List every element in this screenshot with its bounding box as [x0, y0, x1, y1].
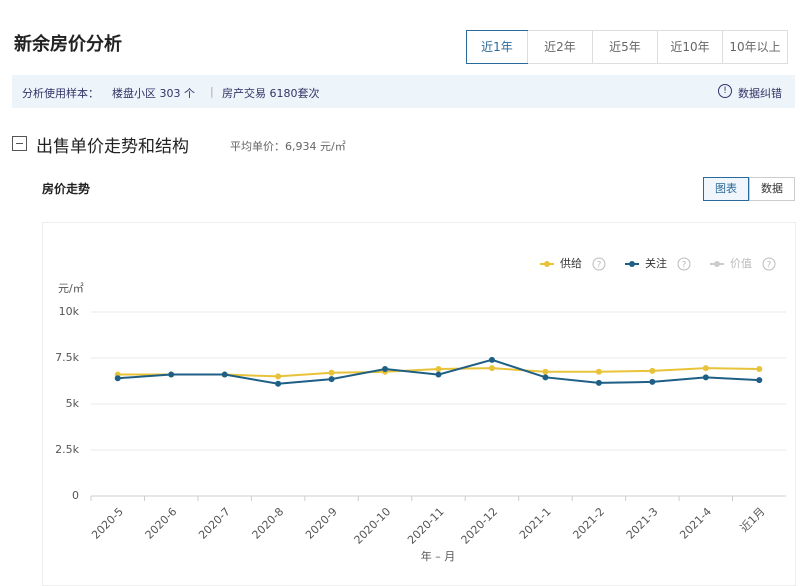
point [328, 369, 335, 376]
x-tick-label: 2020-5 [89, 505, 126, 542]
info-label: 分析使用样本： [22, 87, 99, 100]
average-price: 平均单价：6,934 元/㎡ [230, 140, 346, 153]
info-communities: 楼盘小区 303 个 [112, 87, 195, 100]
tab[interactable]: 近2年 [527, 31, 592, 63]
chart: 元/㎡ 年 – 月 0 2.5k 5k 7.5k 10k 2020-5 2020-6 2020… [42, 222, 796, 586]
legend-label: 供给 [560, 256, 582, 270]
help-icon [592, 257, 606, 271]
collapse-icon[interactable] [12, 136, 27, 151]
point [649, 378, 656, 385]
chart-subtitle: 房价走势 [42, 182, 91, 196]
legend-dot [544, 261, 550, 267]
point [221, 371, 228, 378]
point [595, 379, 602, 386]
legend-dot [714, 261, 720, 267]
x-axis-label: 年 – 月 [421, 549, 456, 563]
x-tick-label: 2020-8 [250, 505, 287, 542]
help-icon [677, 257, 691, 271]
x-tick-label: 2020-6 [143, 505, 180, 542]
x-tick-label: 2020-11 [405, 505, 447, 547]
legend-item[interactable]: 供给? [540, 256, 606, 271]
x-tick-label: 2020-10 [352, 505, 394, 547]
point [756, 366, 763, 373]
point [756, 377, 763, 384]
y-axis-label: 元/㎡ [58, 282, 84, 295]
legend-dot [629, 261, 635, 267]
point [702, 365, 709, 372]
view-button[interactable]: 数据 [749, 177, 795, 201]
tab[interactable]: 近5年 [592, 31, 657, 63]
y-tick-label: 0 [72, 489, 79, 502]
info-transactions: 房产交易 6180套次 [222, 87, 320, 100]
separator: | [210, 85, 214, 98]
legend-item[interactable]: 价值? [710, 257, 776, 271]
help-mark: ? [597, 261, 602, 271]
help-mark: ? [767, 261, 772, 271]
point [328, 376, 335, 383]
page-title: 新余房价分析 [14, 34, 122, 55]
view-buttons: 图表 数据 [703, 177, 795, 201]
legend-label: 关注 [645, 256, 667, 270]
point [702, 374, 709, 381]
y-tick-label: 10k [59, 305, 80, 318]
info-bar: 分析使用样本： 楼盘小区 303 个 | 房产交易 6180套次 ! 数据纠错 [12, 75, 795, 108]
tab[interactable]: 近10年 [657, 31, 722, 63]
y-tick-label: 5k [66, 397, 80, 410]
point [488, 356, 495, 363]
legend-item[interactable]: 关注? [625, 256, 691, 271]
point [435, 366, 442, 373]
point [542, 374, 549, 381]
x-tick-label: 2020-7 [196, 505, 233, 542]
point [595, 368, 602, 375]
point [542, 368, 549, 375]
x-tick-label: 2020-9 [303, 505, 340, 542]
point [382, 366, 389, 373]
view-button[interactable]: 图表 [703, 177, 749, 201]
point [435, 371, 442, 378]
range-tabs: 近1年 近2年 近5年 近10年 10年以上 [466, 30, 788, 64]
help-mark: ? [682, 261, 687, 271]
y-tick-label: 7.5k [55, 351, 79, 364]
correction-link[interactable]: 数据纠错 [738, 87, 782, 100]
x-tick-label: 近1月 [738, 505, 768, 535]
section-title: 出售单价走势和结构 [36, 137, 189, 157]
x-tick-label: 2021-2 [570, 505, 607, 542]
point [275, 380, 282, 387]
point [114, 375, 121, 382]
point [168, 371, 175, 378]
legend-label: 价值 [730, 257, 752, 270]
x-tick-label: 2020-12 [459, 505, 501, 547]
point [649, 367, 656, 374]
tab[interactable]: 10年以上 [722, 31, 787, 63]
help-icon [762, 257, 776, 271]
info-icon: ! [718, 84, 732, 98]
point [275, 373, 282, 380]
point [488, 365, 495, 372]
x-tick-label: 2021-4 [677, 505, 714, 542]
y-tick-label: 2.5k [55, 443, 79, 456]
x-tick-label: 2021-1 [517, 505, 554, 542]
x-tick-label: 2021-3 [624, 505, 661, 542]
tab[interactable]: 近1年 [466, 30, 528, 64]
